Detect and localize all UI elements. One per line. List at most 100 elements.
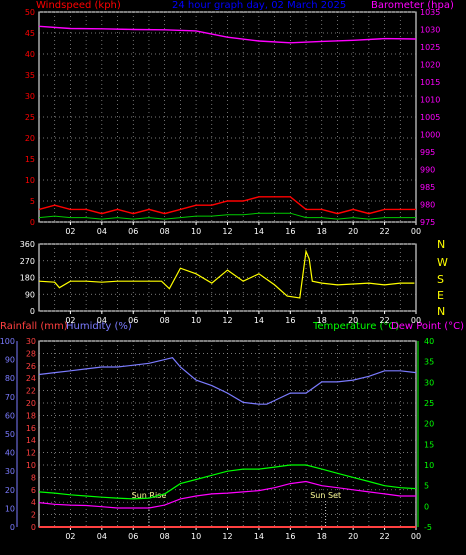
temp-y-tick-label: -5 xyxy=(424,523,432,532)
hum-x-tick-label: 08 xyxy=(160,532,170,541)
wind-y-tick-label: 5 xyxy=(30,197,35,206)
wind-x-tick-label: 22 xyxy=(379,227,389,236)
hum-x-tick-label: 02 xyxy=(65,532,75,541)
hum-x-tick-label: 22 xyxy=(379,532,389,541)
temperature-line xyxy=(38,464,417,500)
hum-x-tick-label: 10 xyxy=(191,532,201,541)
dir-y-tick-label: 180 xyxy=(20,274,35,283)
rain-y-tick-label: 18 xyxy=(26,411,36,420)
baro-y-tick-label: 995 xyxy=(420,148,435,157)
hum-y-tick-label: 40 xyxy=(5,449,15,458)
temp-y-tick-label: 30 xyxy=(424,378,434,387)
hum-x-tick-label: 20 xyxy=(348,532,358,541)
temp-y-tick-label: 20 xyxy=(424,420,434,429)
wind-average-line xyxy=(38,212,416,220)
baro-y-tick-label: 990 xyxy=(420,166,435,175)
dir-x-tick-label: 00 xyxy=(411,316,421,325)
baro-y-tick-label: 985 xyxy=(420,183,435,192)
temp-axis-title: Temperature (°C) xyxy=(313,321,400,332)
dir-x-tick-label: 10 xyxy=(191,316,201,325)
dir-y-tick-label: 90 xyxy=(25,290,35,299)
humidity-line xyxy=(38,357,417,405)
dir-letter-s: S xyxy=(437,273,444,286)
wind-x-tick-label: 00 xyxy=(411,227,421,236)
wind-direction-line xyxy=(38,249,415,299)
dew-axis-title: Dew Point (°C) xyxy=(391,321,465,332)
wind-x-tick-label: 12 xyxy=(222,227,232,236)
rain-y-tick-label: 4 xyxy=(31,498,36,507)
hum-y-tick-label: 50 xyxy=(5,430,15,439)
baro-y-tick-label: 1025 xyxy=(420,43,440,52)
wind-y-tick-label: 40 xyxy=(25,50,35,59)
wind-x-tick-label: 14 xyxy=(254,227,264,236)
baro-y-tick-label: 1015 xyxy=(420,78,440,87)
wind-y-tick-label: 45 xyxy=(25,29,35,38)
hum-x-tick-label: 14 xyxy=(254,532,264,541)
rain-axis-title: Rainfall (mm) xyxy=(0,321,68,332)
rain-y-tick-label: 12 xyxy=(26,449,36,458)
temp-y-tick-label: 5 xyxy=(424,482,429,491)
wind-x-tick-label: 20 xyxy=(348,227,358,236)
hum-x-tick-label: 16 xyxy=(285,532,295,541)
dir-letter-w: W xyxy=(437,256,448,269)
dir-x-tick-label: 08 xyxy=(160,316,170,325)
dir-y-tick-label: 360 xyxy=(20,240,35,249)
rain-y-tick-label: 30 xyxy=(26,337,36,346)
hum-y-tick-label: 80 xyxy=(5,374,15,383)
dir-x-tick-label: 06 xyxy=(128,316,138,325)
wind-y-tick-label: 20 xyxy=(25,134,35,143)
dir-x-tick-label: 14 xyxy=(254,316,264,325)
hum-x-tick-label: 04 xyxy=(97,532,107,541)
barometer-line xyxy=(38,25,417,44)
hum-y-tick-label: 100 xyxy=(0,337,15,346)
rain-y-tick-label: 10 xyxy=(26,461,36,470)
baro-y-tick-label: 1035 xyxy=(420,8,440,17)
wind-x-tick-label: 06 xyxy=(128,227,138,236)
baro-y-tick-label: 1020 xyxy=(420,61,440,70)
wind-x-tick-label: 18 xyxy=(317,227,327,236)
rain-y-tick-label: 16 xyxy=(26,424,36,433)
rain-y-tick-label: 0 xyxy=(31,523,36,532)
temp-y-tick-label: 25 xyxy=(424,399,434,408)
temp-y-tick-label: 40 xyxy=(424,337,434,346)
wind-axis-title: Windspeed (kph) xyxy=(36,0,121,11)
rain-y-tick-label: 28 xyxy=(26,349,36,358)
temp-y-tick-label: 0 xyxy=(424,502,429,511)
hum-axis-title: Humidity (%) xyxy=(66,321,132,332)
dir-x-tick-label: 22 xyxy=(379,316,389,325)
wind-y-tick-label: 10 xyxy=(25,176,35,185)
dir-y-tick-label: 0 xyxy=(30,307,35,316)
hum-y-tick-label: 10 xyxy=(5,504,15,513)
temp-y-tick-label: 10 xyxy=(424,461,434,470)
wind-y-tick-label: 0 xyxy=(30,218,35,227)
hum-x-tick-label: 00 xyxy=(411,532,421,541)
dir-letter-n-top: N xyxy=(437,238,446,251)
dir-y-tick-label: 270 xyxy=(20,257,35,266)
hum-x-tick-label: 18 xyxy=(317,532,327,541)
temp-y-tick-label: 15 xyxy=(424,440,434,449)
rain-y-tick-label: 2 xyxy=(31,511,36,520)
sunset-label: Sun Set xyxy=(310,491,341,500)
baro-y-tick-label: 975 xyxy=(420,218,435,227)
hum-x-tick-label: 06 xyxy=(128,532,138,541)
rain-y-tick-label: 24 xyxy=(26,374,36,383)
hum-y-tick-label: 20 xyxy=(5,486,15,495)
dir-x-tick-label: 18 xyxy=(317,316,327,325)
baro-y-tick-label: 1005 xyxy=(420,113,440,122)
dir-letter-e: E xyxy=(437,289,444,302)
temp-y-tick-label: 35 xyxy=(424,358,434,367)
baro-y-tick-label: 980 xyxy=(420,201,435,210)
hum-y-tick-label: 90 xyxy=(5,356,15,365)
wind-speed-line xyxy=(38,196,416,215)
wind-y-tick-label: 25 xyxy=(25,113,35,122)
rain-y-tick-label: 20 xyxy=(26,399,36,408)
dir-letter-n-bottom: N xyxy=(437,305,446,318)
wind-y-tick-label: 15 xyxy=(25,155,35,164)
wind-y-tick-label: 35 xyxy=(25,71,35,80)
rain-y-tick-label: 14 xyxy=(26,436,36,445)
wind-x-tick-label: 16 xyxy=(285,227,295,236)
dir-x-tick-label: 16 xyxy=(285,316,295,325)
hum-x-tick-label: 12 xyxy=(222,532,232,541)
